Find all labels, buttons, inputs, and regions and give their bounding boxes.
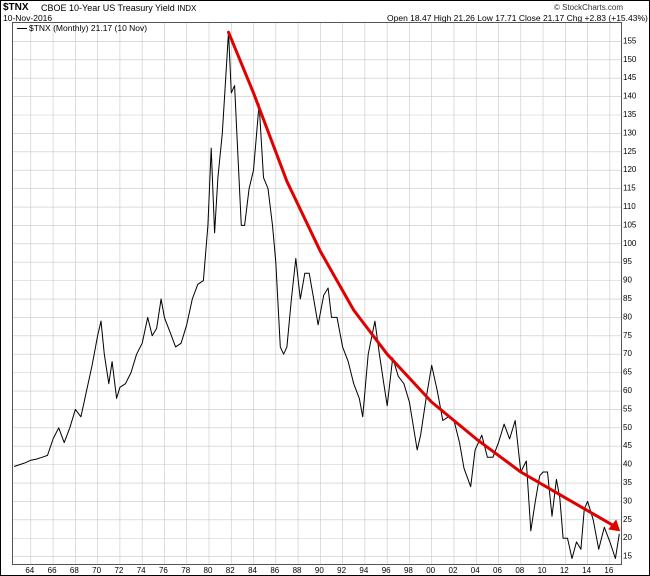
trendline-arrow [227,30,615,527]
tnx-price-line [13,31,620,559]
exchange-label: INDX [177,4,197,13]
ticker-description: CBOE 10-Year US Treasury Yield INDX [41,3,196,13]
plot-area [12,22,622,565]
stockcharts-credit: © StockCharts.com [554,3,624,12]
series-legend: $TNX (Monthly) 21.17 (10 Nov) [17,23,147,33]
chart-date: 10-Nov-2016 [3,13,53,23]
ticker-symbol: $TNX [3,2,29,13]
ohlc-readout: Open 18.47 High 21.26 Low 17.71 Close 21… [387,13,648,23]
chart-svg [13,23,621,564]
legend-swatch [17,28,27,30]
description-text: CBOE 10-Year US Treasury Yield [41,3,175,13]
trendline-arrowhead [608,519,621,532]
legend-text: $TNX (Monthly) 21.17 (10 Nov) [29,23,148,33]
